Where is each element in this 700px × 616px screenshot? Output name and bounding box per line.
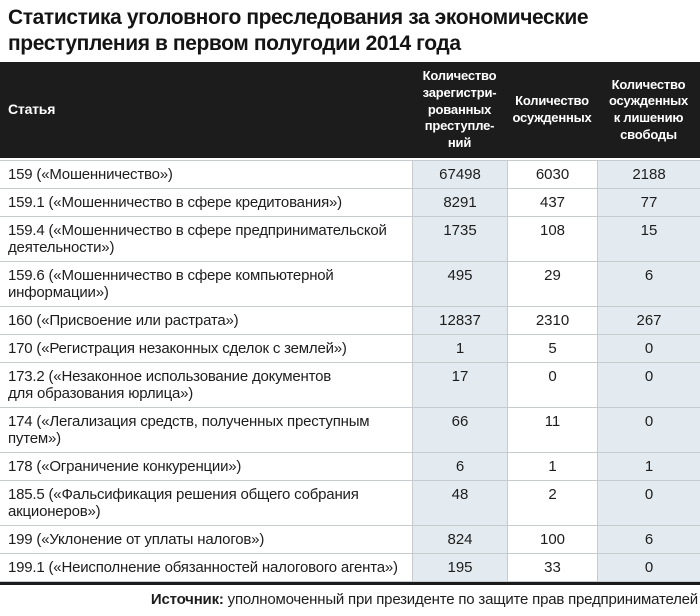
table-row: 174 («Легализация средств, полученных пр… (0, 407, 700, 453)
imprisoned-count-cell: 267 (597, 306, 700, 334)
source-note: Источник: уполномоченный при президенте … (0, 585, 700, 608)
imprisoned-count-cell: 6 (597, 261, 700, 306)
article-cell: 159.4 («Мошенничество в сфере предприним… (8, 221, 387, 256)
article-cell: 185.5 («Фальсификация решения общего соб… (8, 485, 359, 520)
registered-count-cell: 66 (412, 407, 507, 452)
table-row: 173.2 («Незаконное использование докумен… (0, 362, 700, 408)
registered-count-cell: 1 (412, 334, 507, 362)
article-cell: 159.6 («Мошенничество в сфере компьютерн… (8, 266, 334, 301)
article-cell: 199 («Уклонение от уплаты налогов») (8, 530, 265, 548)
imprisoned-count-cell: 6 (597, 525, 700, 553)
article-cell: 199.1 («Неисполнение обязанностей налого… (8, 558, 398, 576)
convicted-count-cell: 29 (507, 261, 597, 306)
registered-count-cell: 48 (412, 480, 507, 525)
registered-count-cell: 824 (412, 525, 507, 553)
table-row: 185.5 («Фальсификация решения общего соб… (0, 480, 700, 526)
source-label: Источник: (150, 590, 224, 608)
imprisoned-count-cell: 0 (597, 362, 700, 407)
table-row: 199.1 («Неисполнение обязанностей налого… (0, 553, 700, 582)
registered-count-cell: 6 (412, 452, 507, 480)
registered-count-cell: 67498 (412, 160, 507, 188)
article-cell: 160 («Присвоение или растрата») (8, 311, 239, 329)
table-header-row: Статья Количество зарегистри- рованных п… (0, 61, 700, 158)
imprisoned-count-cell: 77 (597, 188, 700, 216)
convicted-count-cell: 437 (507, 188, 597, 216)
convicted-count-cell: 2310 (507, 306, 597, 334)
table-row: 159.6 («Мошенничество в сфере компьютерн… (0, 261, 700, 307)
imprisoned-count-cell: 2188 (597, 160, 700, 188)
convicted-count-cell: 5 (507, 334, 597, 362)
imprisoned-count-cell: 0 (597, 480, 700, 525)
table-row: 159.1 («Мошенничество в сфере кредитован… (0, 188, 700, 217)
imprisoned-count-cell: 0 (597, 407, 700, 452)
registered-count-cell: 17 (412, 362, 507, 407)
table-row: 178 («Ограничение конкуренции») 6 1 1 (0, 452, 700, 481)
convicted-count-cell: 108 (507, 216, 597, 261)
convicted-count-cell: 6030 (507, 160, 597, 188)
table-row: 170 («Регистрация незаконных сделок с зе… (0, 334, 700, 363)
registered-count-cell: 8291 (412, 188, 507, 216)
table-row: 160 («Присвоение или растрата») 12837 23… (0, 306, 700, 335)
column-header-imprisoned: Количество осужденных к лишению свободы (608, 76, 689, 142)
convicted-count-cell: 2 (507, 480, 597, 525)
column-header-registered-crimes: Количество зарегистри- рованных преступл… (422, 68, 497, 150)
column-header-convicted: Количество осужденных (512, 93, 592, 125)
article-cell: 174 («Легализация средств, полученных пр… (8, 412, 370, 447)
statistics-table: Статья Количество зарегистри- рованных п… (0, 61, 700, 582)
column-header-article: Статья (8, 100, 56, 117)
convicted-count-cell: 0 (507, 362, 597, 407)
imprisoned-count-cell: 1 (597, 452, 700, 480)
convicted-count-cell: 1 (507, 452, 597, 480)
article-cell: 178 («Ограничение конкуренции») (8, 457, 242, 475)
bottom-divider (0, 581, 700, 585)
article-cell: 159.1 («Мошенничество в сфере кредитован… (8, 193, 342, 211)
table-row: 159 («Мошенничество») 67498 6030 2188 (0, 160, 700, 189)
registered-count-cell: 195 (412, 553, 507, 581)
imprisoned-count-cell: 15 (597, 216, 700, 261)
registered-count-cell: 12837 (412, 306, 507, 334)
convicted-count-cell: 11 (507, 407, 597, 452)
table-body: 159 («Мошенничество») 67498 6030 2188 15… (0, 159, 700, 582)
table-row: 159.4 («Мошенничество в сфере предприним… (0, 216, 700, 262)
registered-count-cell: 1735 (412, 216, 507, 261)
article-cell: 159 («Мошенничество») (8, 165, 173, 183)
article-cell: 170 («Регистрация незаконных сделок с зе… (8, 339, 347, 357)
convicted-count-cell: 33 (507, 553, 597, 581)
imprisoned-count-cell: 0 (597, 553, 700, 581)
imprisoned-count-cell: 0 (597, 334, 700, 362)
registered-count-cell: 495 (412, 261, 507, 306)
convicted-count-cell: 100 (507, 525, 597, 553)
page-title: Статистика уголовного преследования за э… (8, 6, 589, 56)
article-cell: 173.2 («Незаконное использование докумен… (8, 367, 332, 402)
table-row: 199 («Уклонение от уплаты налогов») 824 … (0, 525, 700, 554)
source-text: уполномоченный при президенте по защите … (223, 590, 699, 608)
